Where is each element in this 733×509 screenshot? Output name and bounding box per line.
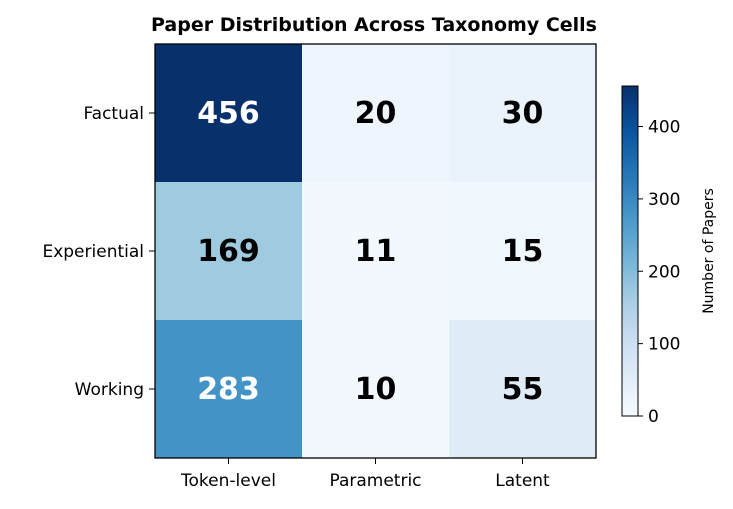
heatmap-cell [155,182,302,320]
heatmap-cell [449,182,596,320]
colorbar-label: Number of Papers [701,188,717,314]
cell-value-label: 30 [502,96,544,131]
y-tick-label: Factual [83,104,144,124]
heatmap-plot-area: 456 20 30 169 11 15 283 10 55 Factual Experiential… [42,43,597,491]
cell-value-label: 169 [197,234,260,269]
cell-value-label: 15 [502,234,544,269]
x-tick-label: Parametric [329,471,421,491]
colorbar-tick-label: 400 [648,118,680,138]
colorbar: 0 100 200 300 400 Number of Papers [621,85,717,427]
heatmap-cell [302,320,449,458]
heatmap-cell [449,44,596,182]
colorbar-tick-label: 300 [648,190,680,210]
heatmap-cell [155,320,302,458]
y-tick-label: Experiential [42,242,144,262]
heatmap-cell [302,182,449,320]
cell-value-label: 456 [197,96,260,131]
y-tick-label: Working [75,380,144,400]
cell-value-label: 11 [355,234,397,269]
cell-value-label: 10 [355,372,397,407]
cell-value-label: 283 [197,372,260,407]
x-tick-label: Latent [495,471,550,491]
colorbar-gradient [621,85,639,417]
colorbar-tick-label: 200 [648,262,680,282]
cell-value-label: 55 [502,372,544,407]
colorbar-tick-label: 100 [648,335,680,355]
heatmap-cell [155,44,302,182]
chart-title: Paper Distribution Across Taxonomy Cells [151,14,597,36]
heatmap-cell [302,44,449,182]
heatmap-cell [449,320,596,458]
x-tick-label: Token-level [180,471,276,491]
colorbar-tick-label: 0 [648,407,659,427]
cell-value-label: 20 [355,96,397,131]
